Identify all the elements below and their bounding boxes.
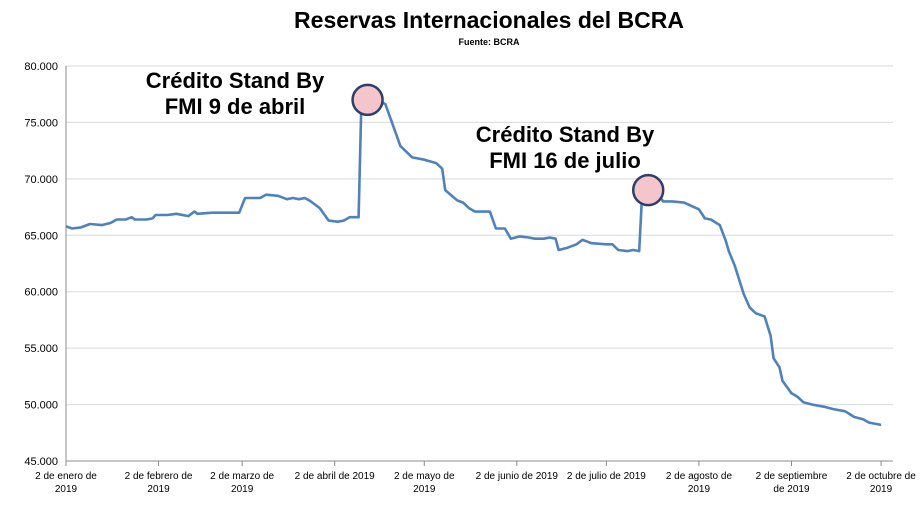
y-axis: 45.000 50.000 55.000 60.000 65.000 70.000 75.0… [24, 61, 67, 468]
chart-subtitle: Fuente: BCRA [459, 37, 520, 47]
x-tick-label: 2 de septiembre de 2019 [756, 471, 828, 495]
y-tick-label: 70.000 [24, 174, 58, 186]
x-tick-label: 2 de abril de 2019 [295, 471, 376, 482]
chart-title: Reservas Internacionales del BCRA [294, 7, 684, 33]
x-tick-label: 2 de mayo de 2019 [394, 471, 455, 495]
x-tick-label: 2 de febrero de 2019 [125, 471, 193, 495]
x-tick-label: 2 de marzo de 2019 [210, 471, 274, 495]
annotation-label: FMI 9 de abril [165, 94, 306, 119]
y-tick-label: 50.000 [24, 400, 58, 412]
x-tick-label: 2 de enero de 2019 [35, 471, 97, 495]
y-tick-label: 55.000 [24, 343, 58, 355]
x-tick-label: 2 de junio de 2019 [476, 471, 559, 482]
gridlines [66, 65, 893, 406]
series-layer [65, 91, 882, 427]
y-tick-label: 65.000 [24, 230, 58, 242]
annotation-marker [631, 173, 665, 207]
y-tick-label: 45.000 [24, 456, 58, 468]
annotation-label: FMI 16 de julio [489, 148, 641, 173]
x-tick-label: 2 de julio de 2019 [567, 471, 646, 482]
y-tick-label: 80.000 [24, 61, 58, 73]
reserves-line [65, 91, 882, 427]
y-tick-label: 60.000 [24, 287, 58, 299]
x-tick-label: 2 de agosto de 2019 [666, 471, 733, 495]
y-tick-label: 75.000 [24, 117, 58, 129]
x-axis: 2 de enero de 2019 2 de febrero de 2019 2 de… [35, 460, 916, 495]
annotation-marker [351, 83, 384, 117]
annotation-label: Crédito Stand By [476, 122, 655, 147]
annotation-label: Crédito Stand By [146, 68, 325, 93]
x-tick-label: 2 de octubre de 2019 [846, 471, 916, 495]
